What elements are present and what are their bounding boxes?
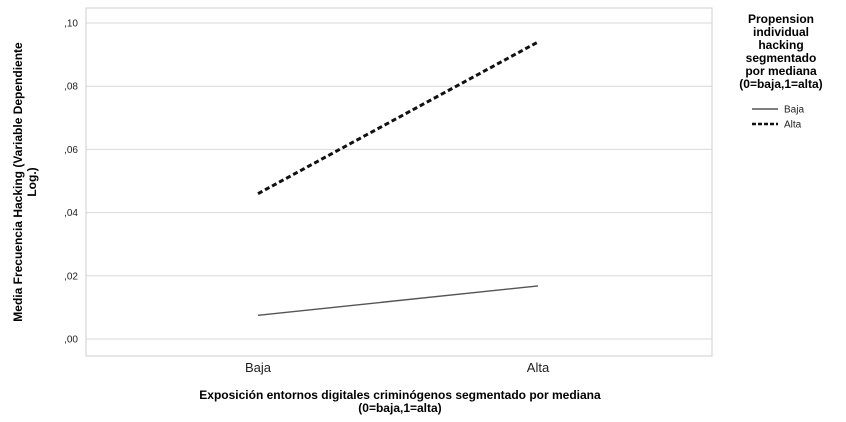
legend: Propensionindividualhackingsegmentadopor… (739, 12, 822, 131)
legend-label-alta: Alta (784, 120, 802, 131)
legend-title-line: Propension (748, 12, 814, 26)
y-tick-label: ,02 (64, 271, 78, 282)
x-axis-title: Exposición entornos digitales criminógen… (199, 388, 601, 415)
y-tick-label: ,08 (64, 82, 78, 93)
legend-title-line: por mediana (745, 64, 817, 78)
gridlines (86, 22, 712, 340)
x-axis-title-line: (0=baja,1=alta) (358, 401, 441, 415)
y-axis-title-line: Media Frecuencia Hacking (Variable Depen… (11, 42, 25, 322)
legend-title-line: (0=baja,1=alta) (739, 77, 822, 91)
legend-title-line: segmentado (746, 51, 817, 65)
plot-frame (85, 7, 713, 357)
y-axis-title-line: Log.) (25, 167, 39, 196)
x-axis-title-line: Exposición entornos digitales criminógen… (199, 388, 601, 402)
legend-title-line: hacking (758, 38, 803, 52)
y-tick-label: ,10 (64, 19, 78, 30)
x-category-label: Baja (245, 360, 272, 375)
legend-label-baja: Baja (784, 105, 804, 116)
legend-title-line: individual (753, 25, 809, 39)
y-tick-label: ,00 (64, 335, 78, 346)
y-tick-label: ,04 (64, 208, 78, 219)
y-axis-title-text: Media Frecuencia Hacking (Variable Depen… (11, 42, 39, 322)
y-tick-label: ,06 (64, 145, 78, 156)
series-line-baja (257, 285, 539, 316)
x-category-labels: Baja Alta (245, 360, 550, 375)
y-tick-labels: ,00 ,02 ,04 ,06 ,08 ,10 (64, 19, 78, 346)
x-category-label: Alta (527, 360, 550, 375)
series-line-alta (257, 40, 539, 195)
y-axis-title: Media Frecuencia Hacking (Variable Depen… (11, 42, 39, 322)
series-lines (257, 40, 539, 316)
